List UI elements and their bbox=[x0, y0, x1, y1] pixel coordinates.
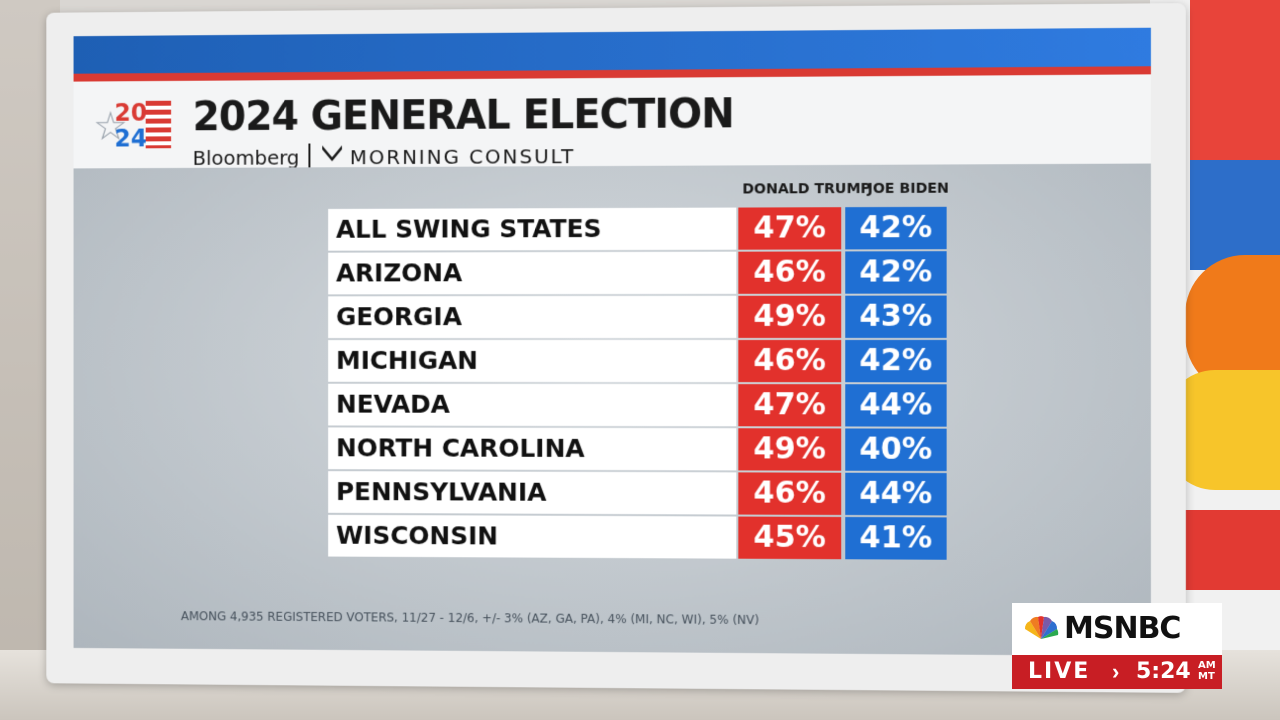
partner-bloomberg: Bloomberg bbox=[193, 146, 300, 170]
biden-value: 43% bbox=[845, 296, 946, 338]
network-name: MSNBC bbox=[1064, 611, 1180, 646]
table-row: MICHIGAN 46% 42% bbox=[328, 340, 949, 382]
trump-value: 46% bbox=[738, 472, 841, 515]
clock-zone: AM MT bbox=[1198, 660, 1216, 682]
graphic-title: 2024 GENERAL ELECTION bbox=[193, 91, 734, 140]
clock-ampm: AM bbox=[1198, 660, 1216, 671]
display-monitor: ☆ 20 24 2024 GENERAL ELECTION Bloomberg … bbox=[46, 3, 1186, 693]
trump-value: 49% bbox=[738, 428, 841, 470]
logo-year-top: 20 bbox=[114, 101, 147, 125]
state-name: ARIZONA bbox=[328, 252, 736, 295]
biden-value: 42% bbox=[845, 207, 946, 250]
table-row: ALL SWING STATES 47% 42% bbox=[328, 207, 949, 251]
trump-value: 49% bbox=[738, 296, 841, 338]
studio-decor-red bbox=[1190, 0, 1280, 160]
biden-value: 42% bbox=[845, 340, 946, 382]
table-row: ARIZONA 46% 42% bbox=[328, 251, 949, 294]
biden-value: 41% bbox=[845, 517, 946, 560]
graphic-header: ☆ 20 24 2024 GENERAL ELECTION Bloomberg … bbox=[74, 74, 1151, 168]
column-header-trump: DONALD TRUMP bbox=[742, 181, 871, 198]
state-name: NEVADA bbox=[328, 384, 736, 427]
table-row: NORTH CAROLINA 49% 40% bbox=[328, 427, 949, 471]
partner-divider bbox=[308, 144, 310, 170]
biden-value: 44% bbox=[845, 473, 946, 516]
state-name: PENNSYLVANIA bbox=[328, 471, 736, 514]
live-label: LIVE bbox=[1028, 659, 1090, 684]
poll-table: ALL SWING STATES 47% 42% ARIZONA 46% 42% GEORG… bbox=[328, 207, 949, 562]
peacock-icon bbox=[1022, 615, 1060, 641]
biden-value: 44% bbox=[845, 384, 946, 426]
biden-value: 40% bbox=[845, 428, 946, 471]
table-row: PENNSYLVANIA 46% 44% bbox=[328, 471, 949, 515]
column-header-biden: JOE BIDEN bbox=[868, 181, 950, 197]
trump-value: 47% bbox=[738, 384, 841, 426]
flag-stripes-icon bbox=[146, 101, 171, 149]
trump-value: 45% bbox=[738, 517, 841, 560]
state-name: NORTH CAROLINA bbox=[328, 427, 736, 470]
election-2024-logo: ☆ 20 24 bbox=[93, 93, 179, 159]
trump-value: 47% bbox=[738, 207, 841, 249]
clock-timezone: MT bbox=[1198, 671, 1215, 682]
state-name: WISCONSIN bbox=[328, 515, 736, 559]
trump-value: 46% bbox=[738, 251, 841, 293]
state-name: MICHIGAN bbox=[328, 340, 736, 382]
state-name: ALL SWING STATES bbox=[328, 208, 736, 251]
live-bar: LIVE › 5:24 AM MT bbox=[1012, 655, 1222, 689]
table-row: WISCONSIN 45% 41% bbox=[328, 515, 949, 560]
election-graphic: ☆ 20 24 2024 GENERAL ELECTION Bloomberg … bbox=[74, 28, 1151, 656]
msnbc-logo: MSNBC bbox=[1012, 603, 1222, 655]
chevron-right-icon: › bbox=[1112, 659, 1119, 685]
biden-value: 42% bbox=[845, 251, 946, 293]
table-row: NEVADA 47% 44% bbox=[328, 384, 949, 427]
table-row: GEORGIA 49% 43% bbox=[328, 296, 949, 339]
studio-decor-blue bbox=[1190, 160, 1280, 270]
logo-year-bottom: 24 bbox=[114, 127, 147, 151]
clock-time: 5:24 bbox=[1136, 659, 1191, 684]
state-name: GEORGIA bbox=[328, 296, 736, 338]
trump-value: 46% bbox=[738, 340, 841, 382]
